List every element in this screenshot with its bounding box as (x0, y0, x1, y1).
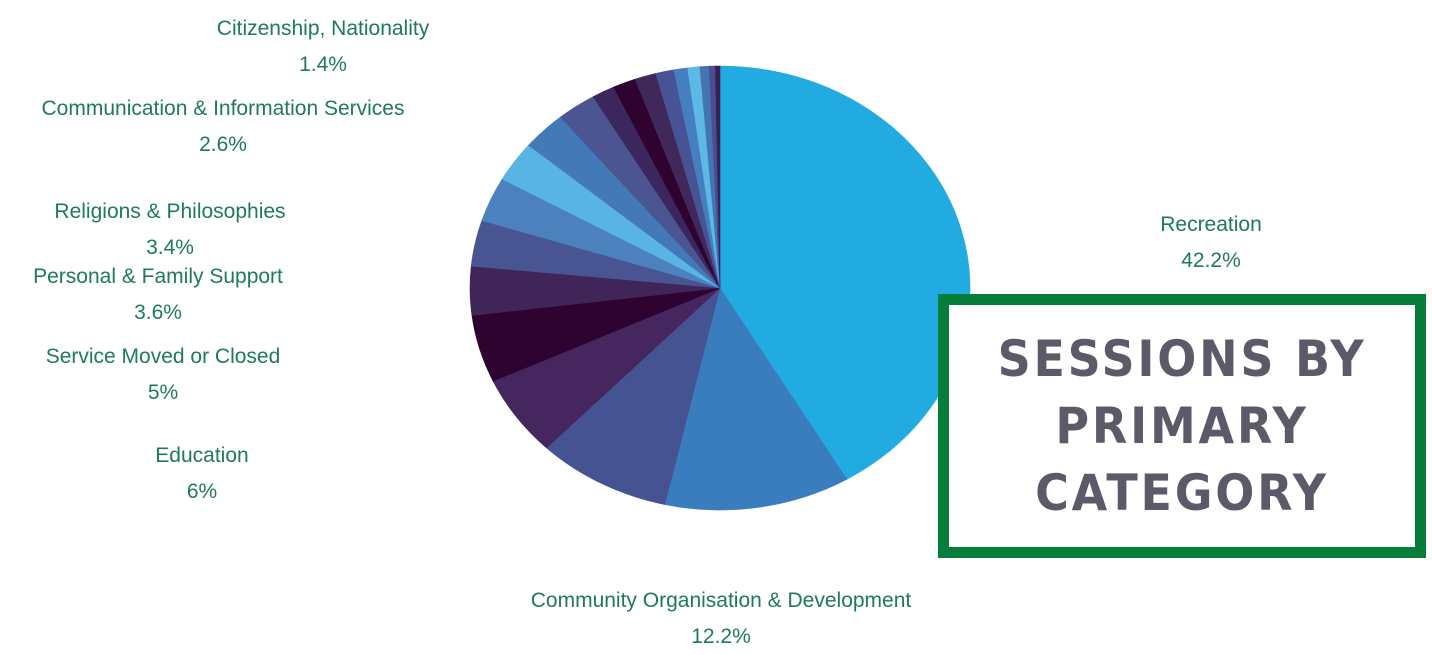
slice-label-service-moved-value: 5% (147, 381, 179, 404)
slice-label-recreation-name: Recreation (1160, 213, 1262, 236)
pie-slice-community-organisation-development (664, 287, 848, 511)
slice-label-education-name: Education (155, 444, 249, 467)
slice-label-communication-value: 2.6% (199, 133, 247, 156)
slice-label-personal-family-name: Personal & Family Support (33, 265, 283, 288)
slice-label-recreation-value: 42.2% (1181, 249, 1241, 272)
slice-label-service-moved-name: Service Moved or Closed (45, 345, 281, 368)
slice-label-personal-family-value: 3.6% (134, 301, 182, 324)
slice-label-community-name: Community Organisation & Development (530, 589, 912, 612)
slice-label-recreation: Recreation 42.2% (981, 207, 1432, 279)
slice-label-religions-name: Religions & Philosophies (54, 200, 286, 223)
slice-label-education-value: 6% (186, 480, 218, 503)
pie-slices (469, 65, 971, 511)
pie-slice-unlabeled-19 (715, 65, 721, 289)
chart-title: Sessions by primary category (997, 329, 1367, 522)
slice-label-communication: Communication & Information Services 2.6… (0, 91, 453, 163)
pie-slice-unlabeled-2 (546, 287, 721, 505)
chart-title-box: Sessions by primary category (938, 294, 1426, 558)
slice-label-citizenship: Citizenship, Nationality 1.4% (93, 11, 553, 83)
slice-label-education: Education 6% (0, 438, 432, 510)
slice-label-service-moved: Service Moved or Closed 5% (0, 339, 393, 411)
slice-label-citizenship-value: 1.4% (299, 53, 347, 76)
slice-label-community: Community Organisation & Development 12.… (491, 583, 951, 655)
slice-label-religions-value: 3.4% (146, 236, 194, 259)
slice-label-community-value: 12.2% (691, 625, 751, 648)
slice-label-religions: Religions & Philosophies 3.4% (0, 194, 400, 266)
pie-slice-recreation (719, 65, 971, 480)
slice-label-personal-family: Personal & Family Support 3.6% (0, 259, 388, 331)
slice-label-citizenship-name: Citizenship, Nationality (216, 17, 430, 40)
slice-label-communication-name: Communication & Information Services (41, 97, 405, 120)
